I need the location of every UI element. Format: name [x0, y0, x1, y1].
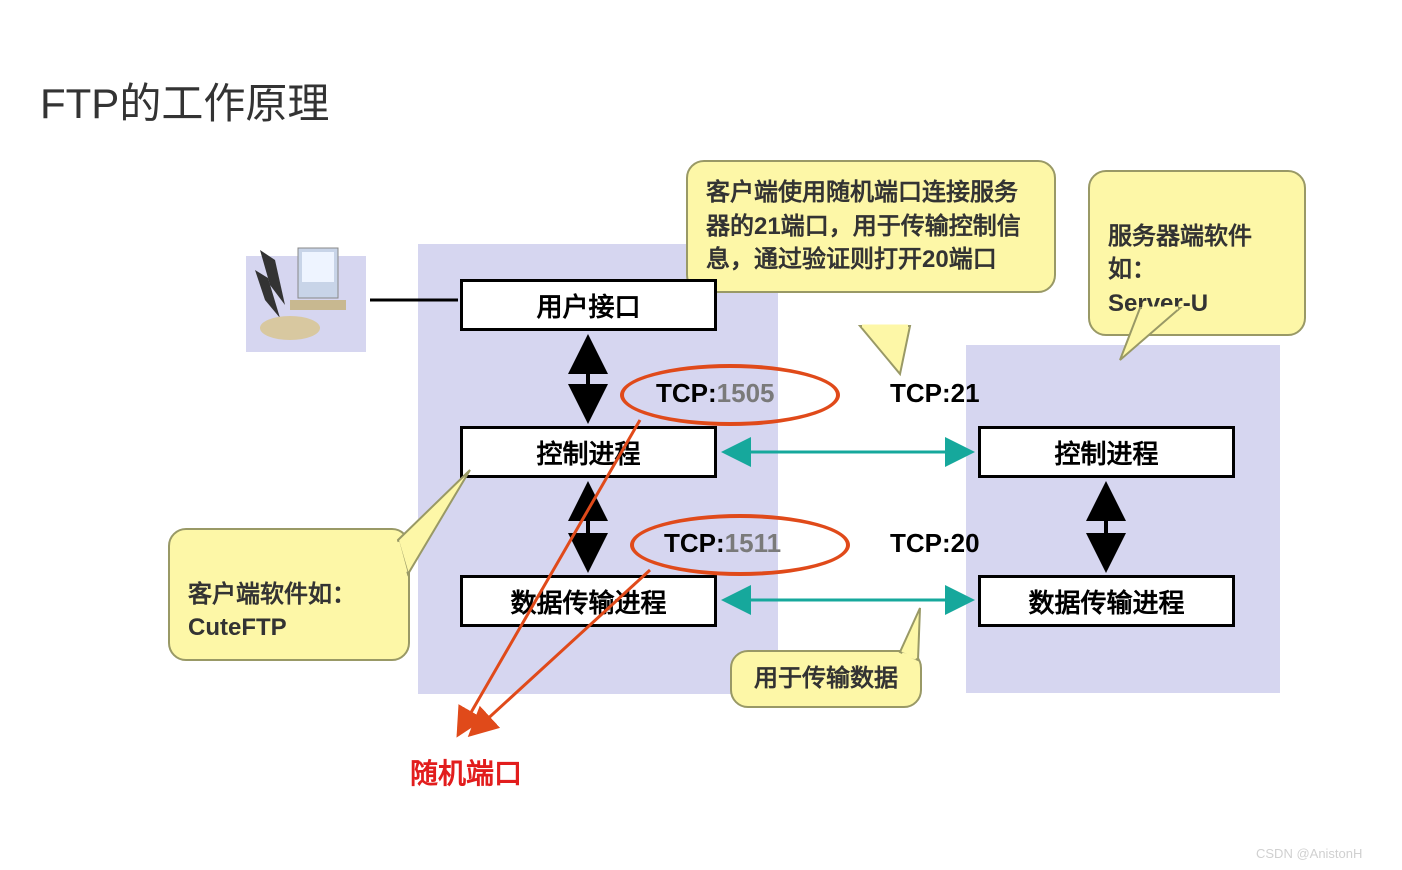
box-server-data: 数据传输进程: [978, 575, 1235, 627]
callout-text: 用于传输数据: [754, 665, 898, 692]
callout-port21-desc: 客户端使用随机端口连接服务器的21端口，用于传输控制信息，通过验证则打开20端口: [686, 160, 1056, 293]
user-icon: [240, 230, 370, 360]
box-label: 用户接口: [536, 287, 640, 324]
watermark: CSDN @AnistonH: [1256, 846, 1362, 861]
box-server-control: 控制进程: [978, 426, 1235, 478]
random-port-label: 随机端口: [410, 752, 522, 792]
box-client-control: 控制进程: [460, 426, 717, 478]
callout-text: 客户端软件如： CuteFTP: [188, 581, 356, 642]
ellipse-highlight-1511: [630, 514, 850, 576]
port-prefix: TCP:20: [890, 528, 980, 558]
ellipse-highlight-1505: [620, 364, 840, 426]
port-prefix: TCP:21: [890, 378, 980, 408]
box-label: 数据传输进程: [510, 583, 666, 620]
box-label: 控制进程: [536, 434, 640, 471]
callout-client-software: 客户端软件如： CuteFTP: [168, 528, 410, 661]
callout-text: 服务器端软件如： Server-U: [1108, 223, 1252, 317]
box-label: 数据传输进程: [1028, 583, 1184, 620]
port-tcp21: TCP:21: [890, 378, 980, 409]
box-user-interface: 用户接口: [460, 279, 717, 331]
callout-server-software: 服务器端软件如： Server-U: [1088, 170, 1306, 336]
page-title: FTP的工作原理: [40, 70, 329, 131]
box-label: 控制进程: [1054, 434, 1158, 471]
bg-panel-server: [966, 345, 1280, 693]
box-client-data: 数据传输进程: [460, 575, 717, 627]
port-tcp20: TCP:20: [890, 528, 980, 559]
callout-data-transfer: 用于传输数据: [730, 650, 922, 708]
callout-text: 客户端使用随机端口连接服务器的21端口，用于传输控制信息，通过验证则打开20端口: [706, 179, 1021, 273]
callout-tail-top: [860, 326, 910, 374]
